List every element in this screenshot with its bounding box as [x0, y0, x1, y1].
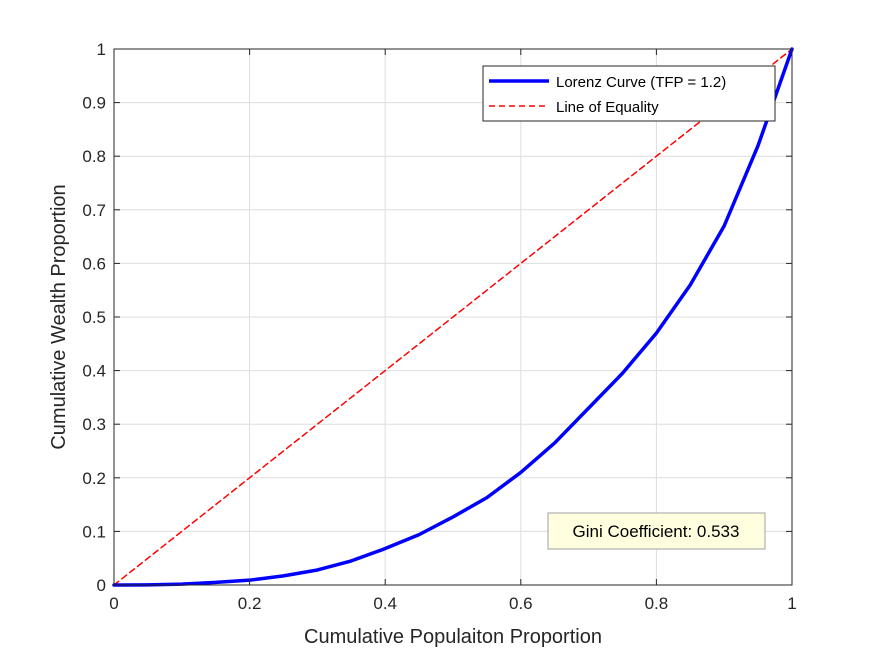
tick-labels: 0 0.2 0.4 0.6 0.8 1 0 0.1 0.2 0.3 0.4 0.5 0.6 0.7 0.8 0…	[82, 40, 796, 613]
x-tick-label: 0.6	[509, 594, 533, 613]
y-tick-label: 0.2	[82, 469, 106, 488]
legend-label-equality: Line of Equality	[556, 99, 659, 116]
x-tick-label: 0.8	[645, 594, 669, 613]
gini-annotation-text: Gini Coefficient: 0.533	[573, 522, 740, 541]
legend-label-lorenz: Lorenz Curve (TFP = 1.2)	[556, 74, 726, 91]
y-tick-label: 0.3	[82, 415, 106, 434]
y-tick-label: 0.9	[82, 94, 106, 113]
lorenz-curve-line	[112, 47, 794, 587]
y-tick-label: 0.7	[82, 201, 106, 220]
y-tick-label: 0.6	[82, 254, 106, 273]
equality-line	[113, 48, 793, 586]
y-tick-label: 0.4	[82, 362, 106, 381]
x-axis-label: Cumulative Populaiton Proportion	[304, 626, 602, 648]
y-tick-label: 0.8	[82, 147, 106, 166]
series-layer	[112, 47, 794, 587]
x-tick-label: 0.2	[238, 594, 262, 613]
y-tick-label: 0.1	[82, 522, 106, 541]
ticks	[113, 48, 793, 586]
gini-annotation-box	[547, 512, 766, 550]
y-tick-label: 0.5	[82, 308, 106, 327]
y-axis-label: Cumulative Wealth Proportion	[48, 184, 70, 449]
gini-annotation: Gini Coefficient: 0.533	[547, 512, 766, 550]
legend: Lorenz Curve (TFP = 1.2) Line of Equalit…	[482, 65, 776, 122]
x-tick-label: 1	[787, 594, 796, 613]
x-tick-label: 0.4	[373, 594, 397, 613]
y-tick-label: 0	[97, 576, 106, 595]
x-tick-label: 0	[109, 594, 118, 613]
y-tick-label: 1	[97, 40, 106, 59]
legend-box	[482, 65, 776, 122]
